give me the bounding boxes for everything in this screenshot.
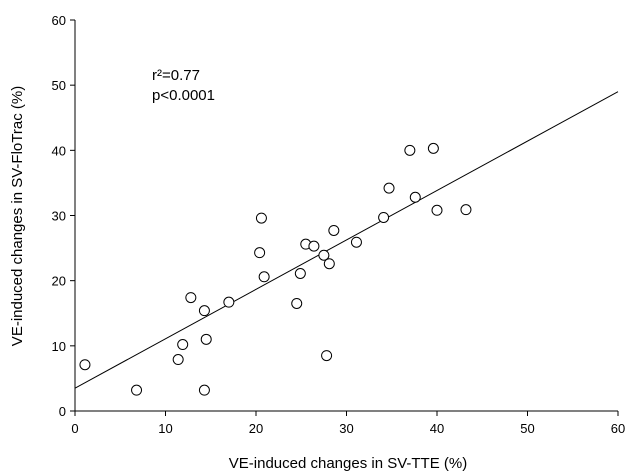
data-point [431,204,443,216]
y-tick-label: 0 [59,404,66,419]
y-tick-label: 40 [52,143,66,158]
x-axis-label: VE-induced changes in SV-TTE (%) [229,455,467,472]
y-tick-label: 50 [52,78,66,93]
x-tick-label: 40 [430,421,444,436]
data-point [427,142,439,154]
data-point [185,292,197,304]
data-point [291,297,303,309]
data-point [318,249,330,261]
x-tick-label: 20 [249,421,263,436]
data-point [323,258,335,270]
x-tick-label: 0 [71,421,78,436]
x-tick-label: 30 [339,421,353,436]
data-points [79,142,472,396]
x-ticks: 0 10 20 30 40 50 60 [71,411,625,436]
x-tick-label: 60 [611,421,625,436]
data-point [200,333,212,345]
data-point [350,236,362,248]
data-point [255,212,267,224]
y-tick-label: 60 [52,13,66,28]
data-point [198,305,210,317]
y-axis-label: VE-induced changes in SV-FloTrac (%) [9,86,26,346]
data-point [258,271,270,283]
data-point [409,191,421,203]
data-point [460,204,472,216]
y-ticks: 0 10 20 30 40 50 60 [52,13,75,419]
y-tick-label: 30 [52,209,66,224]
regression-line [74,91,619,389]
y-tick-label: 20 [52,274,66,289]
data-point [131,384,143,396]
r-squared-annotation: r²=0.77 [152,67,200,84]
data-point [79,359,91,371]
data-point [383,182,395,194]
y-tick-label: 10 [52,339,66,354]
x-tick-label: 50 [520,421,534,436]
data-point [321,350,333,362]
data-point [328,224,340,236]
data-point [404,144,416,156]
data-point [378,211,390,223]
data-point [254,247,266,259]
data-point [308,240,320,252]
p-value-annotation: p<0.0001 [152,87,215,104]
x-tick-label: 10 [158,421,172,436]
data-point [223,296,235,308]
data-point [198,384,210,396]
data-point [294,267,306,279]
data-point [177,339,189,351]
data-point [172,354,184,366]
